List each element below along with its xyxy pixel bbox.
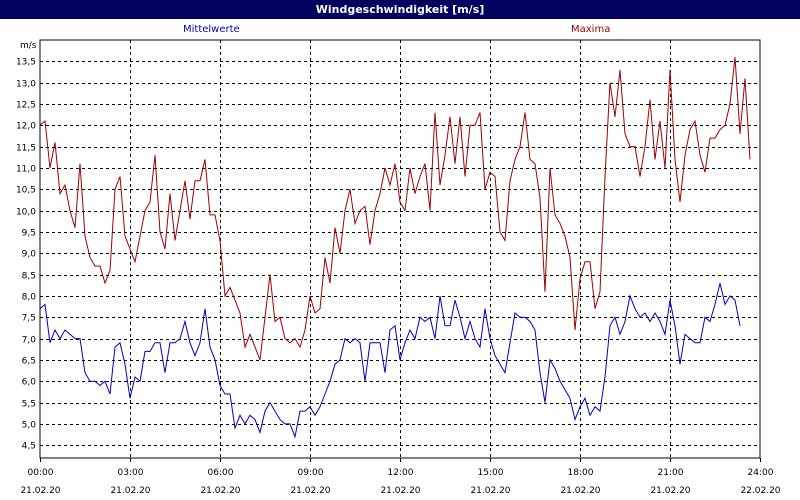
x-tick-time: 18:00: [568, 468, 594, 478]
x-tick-date: 21.02.20: [650, 486, 690, 496]
x-tick-time: 09:00: [298, 468, 324, 478]
x-tick-time: 00:00: [28, 468, 54, 478]
y-tick-label: 4,5: [22, 442, 36, 452]
y-tick-label: 5,0: [22, 421, 37, 431]
y-tick-label: 12,0: [16, 122, 36, 132]
x-tick-time: 21:00: [658, 468, 684, 478]
x-tick-date: 21.02.20: [290, 486, 330, 496]
y-tick-label: 6,5: [22, 357, 36, 367]
x-tick-time: 12:00: [388, 468, 414, 478]
y-tick-label: 5,5: [22, 400, 36, 410]
y-tick-label: 8,0: [22, 293, 37, 303]
y-axis-label: m/s: [20, 41, 37, 51]
x-tick-date: 22.02.20: [740, 486, 780, 496]
y-tick-label: 10,0: [16, 208, 36, 218]
grid-lines: [40, 40, 760, 458]
x-tick-time: 24:00: [748, 468, 774, 478]
y-tick-label: 8,5: [22, 272, 36, 282]
x-tick-time: 03:00: [118, 468, 144, 478]
y-tick-label: 9,5: [22, 229, 36, 239]
y-tick-label: 7,5: [22, 314, 36, 324]
window-title: Windgeschwindigkeit [m/s]: [0, 0, 800, 19]
y-tick-label: 7,0: [22, 336, 37, 346]
axis-labels: 4,5 5,0 5,5 6,0 6,5 7,0 7,5 8,0 8,5 9,0 9,5 10,0 10,…: [16, 41, 781, 496]
y-tick-label: 13,0: [16, 80, 36, 90]
x-tick-date: 21.02.20: [20, 486, 60, 496]
x-tick-time: 15:00: [478, 468, 504, 478]
legend-mittelwerte: Mittelwerte: [183, 24, 240, 35]
y-tick-label: 13,5: [16, 58, 36, 68]
x-tick-date: 21.02.20: [560, 486, 600, 496]
series-line-mittelwerte: [39, 282, 741, 439]
x-tick-date: 21.02.20: [200, 486, 240, 496]
x-tick-date: 21.02.20: [470, 486, 510, 496]
y-tick-label: 12,5: [16, 101, 36, 111]
series-lines: [39, 57, 751, 439]
y-tick-label: 9,0: [22, 250, 37, 260]
x-tick-time: 06:00: [208, 468, 234, 478]
y-tick-label: 11,0: [16, 165, 36, 175]
legend-maxima: Maxima: [571, 24, 611, 35]
y-tick-label: 10,5: [16, 186, 36, 196]
x-tick-date: 21.02.20: [110, 486, 150, 496]
series-line-maxima: [39, 57, 751, 361]
y-tick-label: 6,0: [22, 378, 37, 388]
x-tick-date: 21.02.20: [380, 486, 420, 496]
y-tick-label: 11,5: [16, 144, 36, 154]
